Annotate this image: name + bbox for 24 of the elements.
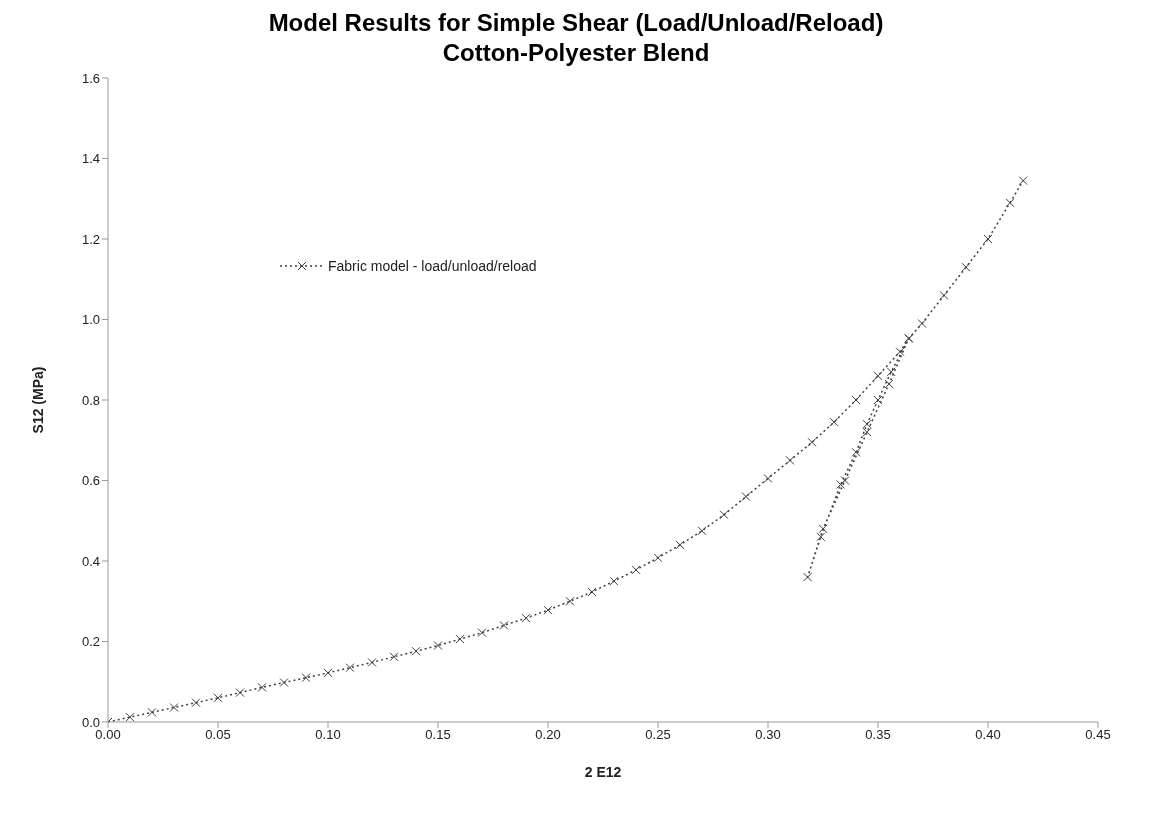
x-tick-label: 0.05 (205, 727, 231, 743)
y-tick-label: 0.4 (81, 553, 100, 569)
y-tick-label: 0.0 (81, 714, 100, 730)
x-tick-label: 0.45 (1085, 727, 1111, 743)
x-axis-title: 2 E12 (584, 764, 622, 780)
y-tick-label: 0.2 (81, 634, 100, 650)
chart-subtitle: Cotton-Polyester Blend (441, 38, 711, 68)
x-tick-label: 0.15 (425, 727, 451, 743)
y-axis-title: S12 (MPa) (29, 366, 46, 434)
x-tick-label: 0.35 (865, 727, 891, 743)
x-tick-label: 0.00 (95, 727, 121, 743)
legend-label: Fabric model - load/unload/reload (328, 258, 537, 274)
x-tick-label: 0.30 (755, 727, 781, 743)
y-tick-label: 1.6 (81, 70, 100, 86)
y-tick-label: 1.0 (81, 312, 100, 328)
y-tick-label: 1.2 (81, 231, 100, 247)
x-tick-label: 0.20 (535, 727, 561, 743)
y-tick-label: 0.8 (81, 392, 100, 408)
x-tick-label: 0.25 (645, 727, 671, 743)
chart-title: Model Results for Simple Shear (Load/Unload/Reload) (267, 8, 885, 38)
y-tick-label: 0.6 (81, 473, 100, 489)
y-tick-label: 1.4 (81, 151, 100, 167)
x-tick-label: 0.10 (315, 727, 341, 743)
x-tick-label: 0.40 (975, 727, 1001, 743)
